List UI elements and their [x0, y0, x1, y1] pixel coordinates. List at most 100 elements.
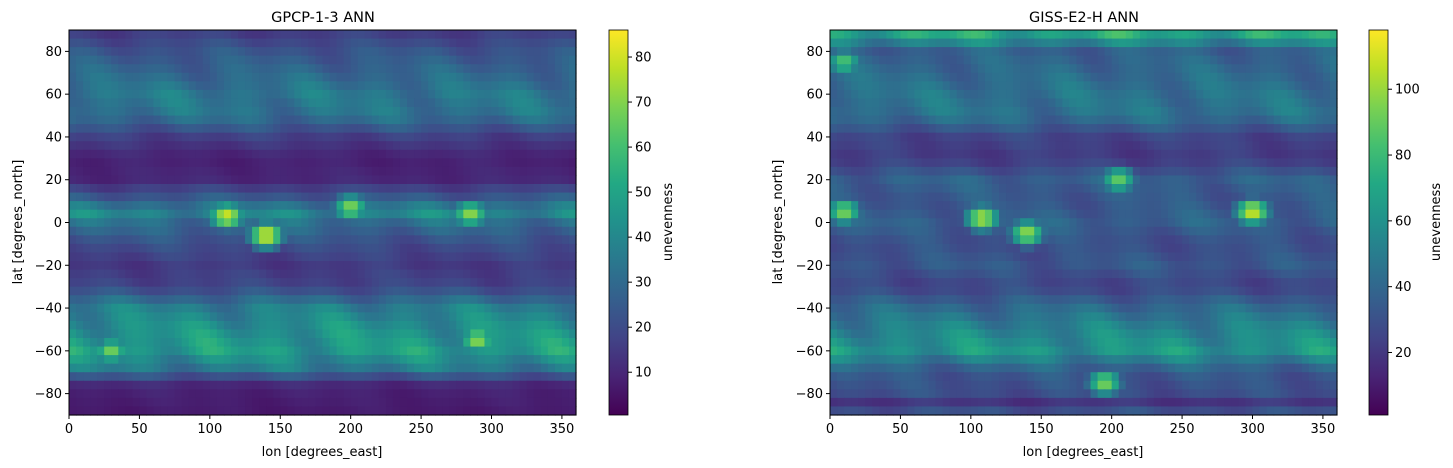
heatmap-cell: [202, 406, 211, 416]
heatmap-cell: [76, 303, 84, 313]
heatmap-cell: [125, 175, 133, 185]
heatmap-cell: [1006, 107, 1014, 117]
heatmap-cell: [407, 209, 415, 219]
heatmap-cell: [970, 166, 979, 177]
heatmap-cell: [125, 107, 133, 117]
heatmap-cell: [1273, 38, 1282, 48]
colorbar-tick-label: 20: [635, 321, 652, 336]
heatmap-cell: [414, 363, 422, 373]
heatmap-cell: [195, 252, 204, 262]
heatmap-cell: [442, 192, 450, 202]
heatmap-cell: [385, 338, 394, 348]
heatmap-cell: [371, 389, 380, 399]
heatmap-cell: [407, 397, 415, 408]
heatmap-cell: [83, 149, 91, 159]
heatmap-cell: [378, 261, 387, 271]
heatmap-cell: [216, 295, 225, 305]
heatmap-cell: [498, 363, 507, 373]
heatmap-cell: [69, 158, 77, 168]
heatmap-cell: [195, 38, 204, 48]
heatmap-cell: [498, 406, 507, 416]
heatmap-cell: [118, 30, 126, 40]
heatmap-cell: [505, 320, 514, 331]
heatmap-cell: [202, 372, 211, 382]
heatmap-cell: [463, 243, 471, 254]
heatmap-cell: [392, 346, 401, 356]
heatmap-cell: [428, 64, 436, 74]
heatmap-cell: [470, 132, 479, 142]
heatmap-cell: [146, 38, 155, 48]
heatmap-cell: [414, 303, 422, 313]
heatmap-cell: [1224, 107, 1232, 117]
heatmap-cell: [181, 320, 190, 331]
heatmap-cell: [844, 132, 852, 142]
heatmap-cell: [195, 141, 204, 151]
heatmap-cell: [1083, 218, 1092, 228]
heatmap-cell: [350, 124, 359, 134]
heatmap-cell: [421, 184, 429, 194]
heatmap-cell: [252, 175, 260, 185]
heatmap-cell: [83, 363, 91, 373]
heatmap-cell: [209, 346, 218, 356]
heatmap-cell: [329, 124, 338, 134]
heatmap-cell: [928, 226, 937, 236]
heatmap-cell: [90, 363, 98, 373]
heatmap-cell: [1196, 132, 1204, 142]
heatmap-cell: [1146, 149, 1155, 159]
heatmap-cell: [1062, 192, 1071, 202]
heatmap-cell: [407, 389, 415, 399]
heatmap-cell: [1104, 30, 1113, 40]
heatmap-cell: [223, 38, 232, 48]
heatmap-cell: [442, 363, 450, 373]
heatmap-cell: [956, 38, 965, 48]
heatmap-cell: [146, 81, 155, 91]
heatmap-cell: [442, 184, 450, 194]
heatmap-cell: [893, 201, 902, 211]
heatmap-cell: [949, 201, 958, 211]
heatmap-cell: [1308, 175, 1317, 185]
heatmap-cell: [392, 363, 401, 373]
heatmap-cell: [202, 141, 211, 151]
heatmap-cell: [505, 338, 514, 348]
heatmap-cell: [83, 338, 91, 348]
heatmap-cell: [118, 235, 126, 245]
heatmap-cell: [519, 235, 528, 245]
heatmap-cell: [1294, 98, 1303, 108]
heatmap-cell: [343, 295, 352, 305]
heatmap-cell: [336, 226, 345, 236]
heatmap-cell: [322, 184, 331, 194]
heatmap-cell: [886, 226, 894, 236]
heatmap-cell: [1041, 158, 1049, 168]
heatmap-cell: [498, 320, 507, 331]
heatmap-cell: [273, 286, 281, 296]
heatmap-cell: [1168, 30, 1176, 40]
heatmap-cell: [1146, 166, 1155, 177]
heatmap-cell: [216, 166, 225, 177]
heatmap-cell: [280, 158, 288, 168]
heatmap-cell: [1160, 115, 1169, 125]
heatmap-cell: [554, 269, 563, 279]
heatmap-cell: [287, 124, 295, 134]
heatmap-cell: [1160, 89, 1169, 100]
heatmap-cell: [921, 64, 930, 74]
heatmap-cell: [907, 38, 916, 48]
heatmap-cell: [561, 389, 570, 399]
heatmap-cell: [245, 132, 253, 142]
heatmap-cell: [1224, 141, 1232, 151]
heatmap-cell: [1245, 192, 1254, 202]
heatmap-cell: [477, 38, 486, 48]
heatmap-cell: [1294, 175, 1303, 185]
heatmap-cell: [942, 115, 951, 125]
heatmap-cell: [238, 175, 246, 185]
heatmap-cell: [104, 115, 112, 125]
heatmap-cell: [414, 72, 422, 82]
heatmap-cell: [484, 124, 493, 134]
heatmap-cell: [977, 141, 986, 151]
heatmap-cell: [886, 72, 894, 82]
heatmap-cell: [519, 389, 528, 399]
heatmap-cell: [329, 30, 338, 40]
heatmap-cell: [315, 372, 324, 382]
heatmap-cell: [69, 201, 77, 211]
heatmap-cell: [76, 38, 84, 48]
heatmap-cell: [90, 184, 98, 194]
